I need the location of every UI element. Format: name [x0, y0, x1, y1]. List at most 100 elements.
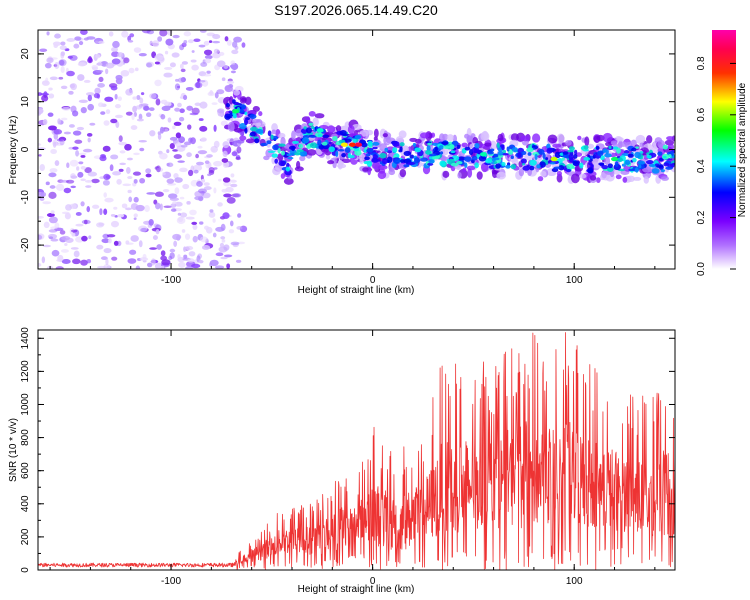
noise-blob [189, 112, 199, 116]
signal-core [656, 165, 664, 168]
noise-blob [118, 141, 127, 146]
noise-blob [157, 133, 162, 140]
noise-blob [188, 137, 193, 143]
noise-blob [184, 233, 191, 240]
noise-blob [173, 173, 179, 179]
signal-core [292, 140, 299, 144]
noise-blob [226, 263, 231, 269]
colorbar-gradient [712, 30, 736, 269]
signal-core [520, 158, 527, 164]
noise-blob [185, 86, 194, 91]
signal-core [317, 134, 323, 137]
signal-core [660, 169, 666, 173]
noise-blob [80, 106, 87, 114]
noise-blob [38, 92, 43, 96]
noise-blob [198, 118, 204, 122]
noise-blob [219, 242, 225, 248]
signal-core [310, 142, 318, 149]
signal-core [321, 141, 328, 146]
signal-hotspot [232, 109, 240, 114]
noise-blob [89, 122, 96, 126]
signal-hotspot [355, 142, 363, 147]
signal-core [403, 164, 410, 168]
spectrogram-ytick-label: 10 [20, 96, 31, 108]
signal-hotspot [479, 152, 487, 157]
signal-halo [480, 131, 490, 142]
noise-blob [80, 154, 86, 158]
noise-blob [96, 244, 104, 250]
noise-blob [77, 62, 87, 67]
noise-blob [229, 220, 234, 227]
noise-blob [129, 33, 135, 38]
noise-blob [195, 153, 199, 159]
signal-halo [441, 155, 447, 162]
noise-blob [203, 49, 213, 56]
noise-blob [202, 73, 212, 77]
noise-blob [186, 201, 191, 205]
noise-blob [60, 249, 69, 253]
signal-halo [591, 157, 601, 165]
noise-blob [98, 40, 105, 44]
signal-core [546, 147, 553, 154]
spectrogram-ytick-label: -20 [20, 237, 31, 252]
noise-blob [50, 148, 58, 155]
signal-core [337, 149, 345, 152]
noise-blob [149, 247, 157, 250]
noise-blob [157, 36, 163, 42]
noise-blob [180, 68, 186, 73]
signal-core [493, 153, 499, 158]
noise-blob [177, 212, 182, 216]
signal-core [587, 167, 594, 174]
signal-halo [272, 167, 281, 176]
signal-core [412, 142, 417, 147]
signal-halo [556, 133, 565, 144]
signal-core [392, 141, 400, 147]
noise-blob [213, 187, 217, 194]
signal-core [588, 162, 592, 166]
colorbar-ticks: 0.0 0.2 0.4 0.6 0.8 [696, 56, 736, 276]
noise-blob [191, 64, 199, 71]
noise-blob [86, 259, 92, 264]
signal-core [450, 150, 456, 154]
noise-blob [191, 50, 195, 53]
noise-blob [168, 193, 178, 199]
signal-core [639, 151, 644, 154]
signal-halo [327, 125, 336, 134]
noise-blob [197, 188, 207, 194]
noise-blob [230, 183, 238, 188]
noise-blob [166, 178, 175, 184]
signal-core [539, 161, 546, 168]
signal-hotspot [611, 156, 619, 162]
noise-blob [187, 124, 192, 130]
noise-blob [203, 182, 210, 186]
signal-halo [271, 129, 277, 135]
noise-blob [64, 212, 71, 220]
noise-blob [165, 105, 171, 109]
signal-halo [552, 143, 562, 148]
noise-blob [140, 92, 145, 96]
noise-blob [160, 250, 166, 257]
noise-blob [173, 240, 178, 247]
noise-blob [223, 193, 232, 198]
signal-core [308, 122, 314, 127]
noise-blob [223, 65, 229, 69]
noise-blob [202, 245, 211, 250]
signal-core [517, 152, 522, 158]
noise-blob [60, 66, 65, 73]
noise-blob [160, 114, 166, 120]
noise-blob [164, 128, 169, 132]
signal-core [354, 134, 362, 140]
signal-core [471, 155, 478, 161]
noise-blob [68, 124, 75, 128]
noise-blob [139, 177, 146, 184]
signal-core [558, 164, 565, 171]
noise-blob [239, 131, 245, 137]
noise-blob [52, 41, 61, 47]
noise-blob [202, 192, 211, 199]
noise-blob [183, 254, 188, 259]
signal-core [232, 99, 236, 104]
signal-core [463, 156, 472, 162]
signal-core [443, 145, 450, 150]
noise-blob [167, 117, 172, 123]
